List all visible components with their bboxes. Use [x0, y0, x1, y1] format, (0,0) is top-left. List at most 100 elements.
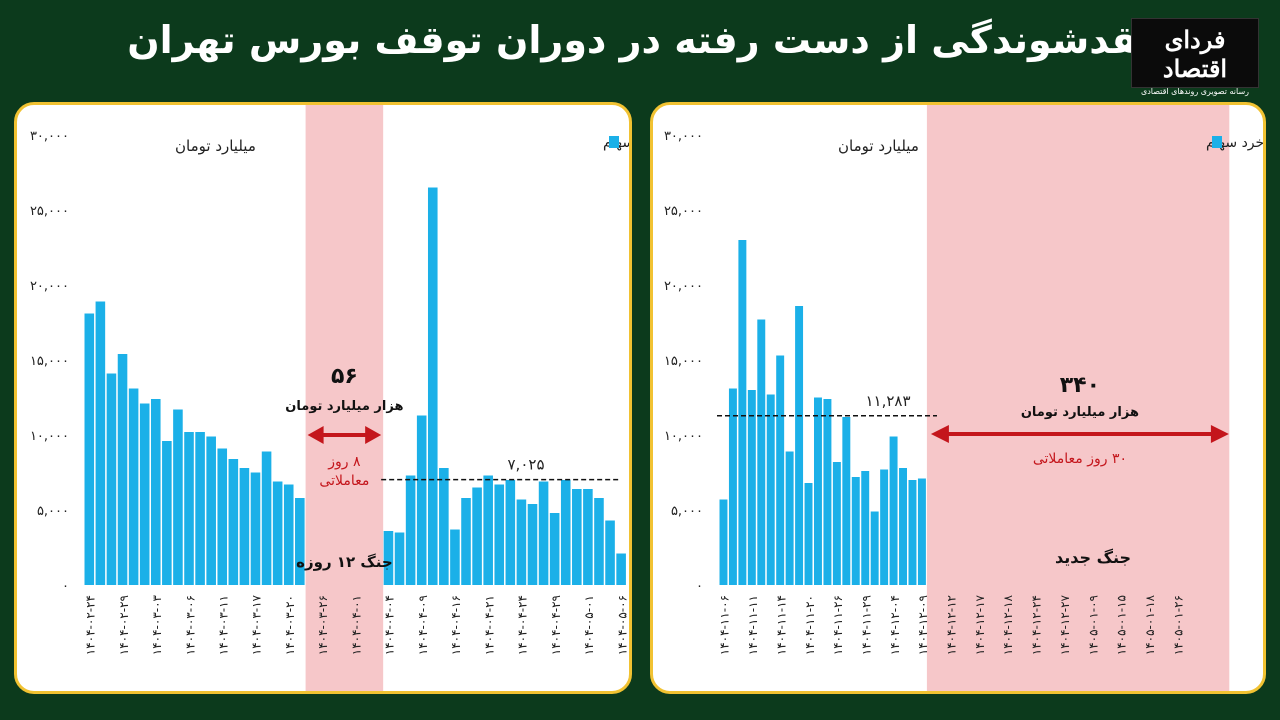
bar	[917, 478, 926, 585]
bar	[239, 468, 250, 585]
bar	[505, 480, 516, 585]
average-label: ۱۱,۲۸۳	[865, 392, 910, 410]
bar	[738, 240, 747, 585]
bar	[861, 471, 870, 585]
bar	[747, 390, 756, 585]
y-tick-label: ۵,۰۰۰	[37, 504, 69, 519]
chart-svg-right: ۰ ۵,۰۰۰ ۱۰,۰۰۰ ۱۵,۰۰۰ ۲۰,۰۰۰ ۲۵,۰۰۰ ۳۰,۰۰۰ ۱۱,۲…	[664, 105, 1263, 691]
x-tick-label: ۱۴۰۴-۰۳-۱۱	[217, 595, 231, 655]
y-tick-label: ۱۰,۰۰۰	[664, 429, 703, 444]
bar	[605, 520, 615, 585]
halt-days-label: ۸ روز	[327, 454, 361, 470]
bar	[106, 373, 117, 585]
bar	[804, 483, 813, 585]
chart-panel-12-day-war: ۰ ۵,۰۰۰ ۱۰,۰۰۰ ۱۵,۰۰۰ ۲۰,۰۰۰ ۲۵,۰۰۰ ۳۰,۰۰۰ ۷,۰۲…	[14, 102, 632, 694]
chart-panel-new-war: ۰ ۵,۰۰۰ ۱۰,۰۰۰ ۱۵,۰۰۰ ۲۰,۰۰۰ ۲۵,۰۰۰ ۳۰,۰۰۰ ۱۱,۲…	[650, 102, 1266, 694]
x-tick-label: ۱۴۰۴-۱۱-۱۱	[746, 595, 760, 655]
bar	[228, 459, 239, 585]
y-axis-label: میلیارد تومان	[838, 137, 919, 155]
bar	[594, 498, 604, 585]
x-tick-label: ۱۴۰۴-۰۴-۲۱	[482, 595, 496, 655]
bar	[880, 469, 889, 585]
y-tick-label: ۱۵,۰۰۰	[664, 354, 703, 369]
y-tick-label: ۲۵,۰۰۰	[664, 204, 703, 219]
x-tick-label: ۱۴۰۴-۰۵-۰۶	[615, 595, 629, 655]
x-tick-label: ۱۴۰۴-۱۲-۲۷	[1058, 594, 1072, 655]
y-tick-label: ۳۰,۰۰۰	[30, 129, 69, 144]
y-axis-label: میلیارد تومان	[175, 137, 256, 155]
bar	[538, 481, 549, 585]
bar	[173, 409, 183, 585]
bar	[250, 472, 261, 585]
bar	[195, 432, 205, 585]
bar	[128, 388, 139, 585]
halt-arrow-head-left	[307, 426, 324, 444]
bar	[549, 513, 560, 585]
x-tick-label: ۱۴۰۴-۰۴-۰۹	[416, 595, 430, 655]
bar	[283, 484, 294, 585]
y-tick-label: ۰	[62, 579, 69, 594]
bar	[162, 441, 172, 585]
y-tick-label: ۲۰,۰۰۰	[30, 279, 69, 294]
bar	[527, 504, 538, 585]
x-tick-label: ۱۴۰۴-۱۲-۲۴	[1030, 595, 1044, 655]
bar	[785, 451, 794, 585]
logo-text: فردای اقتصاد	[1162, 25, 1228, 83]
x-tick-label: ۱۴۰۴-۱۲-۰۴	[888, 595, 902, 655]
x-tick-label: ۱۴۰۴-۰۲-۲۹	[117, 595, 131, 655]
bar	[899, 468, 907, 585]
bar	[394, 532, 405, 585]
chart-svg-left: ۰ ۵,۰۰۰ ۱۰,۰۰۰ ۱۵,۰۰۰ ۲۰,۰۰۰ ۲۵,۰۰۰ ۳۰,۰۰۰ ۷,۰۲…	[30, 105, 629, 691]
bar	[823, 399, 832, 585]
bar	[719, 499, 728, 585]
halt-arrow-head-left	[930, 425, 949, 443]
bar	[851, 477, 860, 585]
x-tick-label: ۱۴۰۵-۰۱-۱۵	[1115, 595, 1129, 655]
bar	[616, 553, 626, 585]
y-tick-label: ۵,۰۰۰	[671, 504, 703, 519]
bar	[461, 498, 471, 585]
x-tick-label: ۱۴۰۴-۱۱-۰۶	[718, 595, 732, 655]
bar	[842, 417, 851, 585]
x-tick-label: ۱۴۰۵-۰۱-۲۶	[1171, 595, 1185, 655]
x-tick-label: ۱۴۰۴-۱۲-۰۹	[916, 595, 930, 655]
bar	[516, 499, 527, 585]
x-tick-label: ۱۴۰۴-۱۲-۱۷	[973, 594, 987, 655]
page-title: نقدشوندگی از دست رفته در دوران توقف بورس…	[127, 18, 1153, 62]
bar	[184, 432, 194, 585]
halt-days-label: ۳۰ روز معاملاتی	[1033, 451, 1127, 467]
x-tick-label: ۱۴۰۴-۱۲-۱۸	[1001, 594, 1015, 655]
x-tick-label: ۱۴۰۵-۰۱-۰۹	[1086, 595, 1100, 655]
bar	[405, 475, 416, 585]
x-tick-label: ۱۴۰۴-۰۳-۲۰	[283, 595, 297, 655]
bar	[139, 403, 150, 585]
x-tick-label: ۱۴۰۴-۱۱-۲۰	[803, 595, 817, 655]
bar	[439, 468, 449, 585]
bar	[272, 481, 283, 585]
average-label: ۷,۰۲۵	[508, 456, 545, 474]
halt-value-label: ۵۶	[331, 364, 358, 389]
bar	[494, 484, 505, 585]
x-tick-label: ۱۴۰۴-۰۴-۲۴	[516, 595, 530, 655]
x-tick-label: ۱۴۰۴-۰۳-۰۳	[150, 594, 164, 655]
bar	[383, 531, 394, 585]
x-tick-label: ۱۴۰۴-۰۳-۱۷	[250, 594, 264, 655]
y-tick-label: ۱۵,۰۰۰	[30, 354, 69, 369]
halt-unit-label: هزار میلیارد تومان	[1021, 405, 1139, 420]
x-tick-label: ۱۴۰۴-۱۱-۱۴	[774, 595, 788, 655]
x-tick-label: ۱۴۰۴-۱۲-۱۲	[945, 595, 959, 655]
bar	[217, 448, 228, 585]
bar	[889, 436, 898, 585]
logo-subtitle: رسانه تصویری روندهای اقتصادی	[1140, 87, 1250, 96]
bar	[560, 480, 571, 585]
bar	[427, 187, 438, 585]
y-tick-label: ۱۰,۰۰۰	[30, 429, 69, 444]
bar	[261, 451, 272, 585]
y-tick-label: ۲۰,۰۰۰	[664, 279, 703, 294]
halt-period-band	[926, 105, 1230, 691]
bar	[416, 415, 427, 585]
x-tick-label: ۱۴۰۴-۰۳-۲۶	[316, 595, 330, 655]
halt-days-text: معاملاتی	[319, 473, 369, 489]
bar	[572, 489, 582, 585]
x-tick-label: ۱۴۰۴-۱۱-۲۶	[831, 595, 845, 655]
